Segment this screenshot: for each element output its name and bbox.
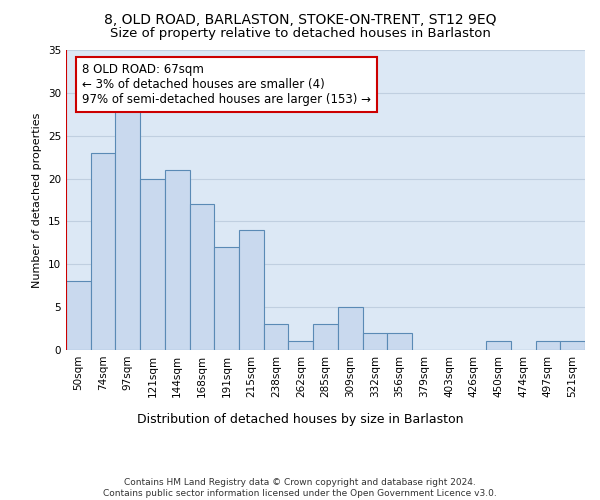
Bar xyxy=(313,324,338,350)
Bar xyxy=(91,153,115,350)
Bar xyxy=(338,307,362,350)
Bar xyxy=(214,247,239,350)
Bar xyxy=(362,333,387,350)
Bar xyxy=(387,333,412,350)
Bar xyxy=(289,342,313,350)
Text: Contains HM Land Registry data © Crown copyright and database right 2024.
Contai: Contains HM Land Registry data © Crown c… xyxy=(103,478,497,498)
Bar xyxy=(560,342,585,350)
Text: Distribution of detached houses by size in Barlaston: Distribution of detached houses by size … xyxy=(137,412,463,426)
Bar xyxy=(264,324,289,350)
Bar xyxy=(165,170,190,350)
Y-axis label: Number of detached properties: Number of detached properties xyxy=(32,112,43,288)
Bar xyxy=(190,204,214,350)
Bar xyxy=(115,110,140,350)
Bar xyxy=(536,342,560,350)
Text: 8, OLD ROAD, BARLASTON, STOKE-ON-TRENT, ST12 9EQ: 8, OLD ROAD, BARLASTON, STOKE-ON-TRENT, … xyxy=(104,12,496,26)
Bar xyxy=(66,282,91,350)
Bar xyxy=(486,342,511,350)
Text: Size of property relative to detached houses in Barlaston: Size of property relative to detached ho… xyxy=(110,28,490,40)
Bar xyxy=(239,230,264,350)
Text: 8 OLD ROAD: 67sqm
← 3% of detached houses are smaller (4)
97% of semi-detached h: 8 OLD ROAD: 67sqm ← 3% of detached house… xyxy=(82,63,371,106)
Bar xyxy=(140,178,165,350)
